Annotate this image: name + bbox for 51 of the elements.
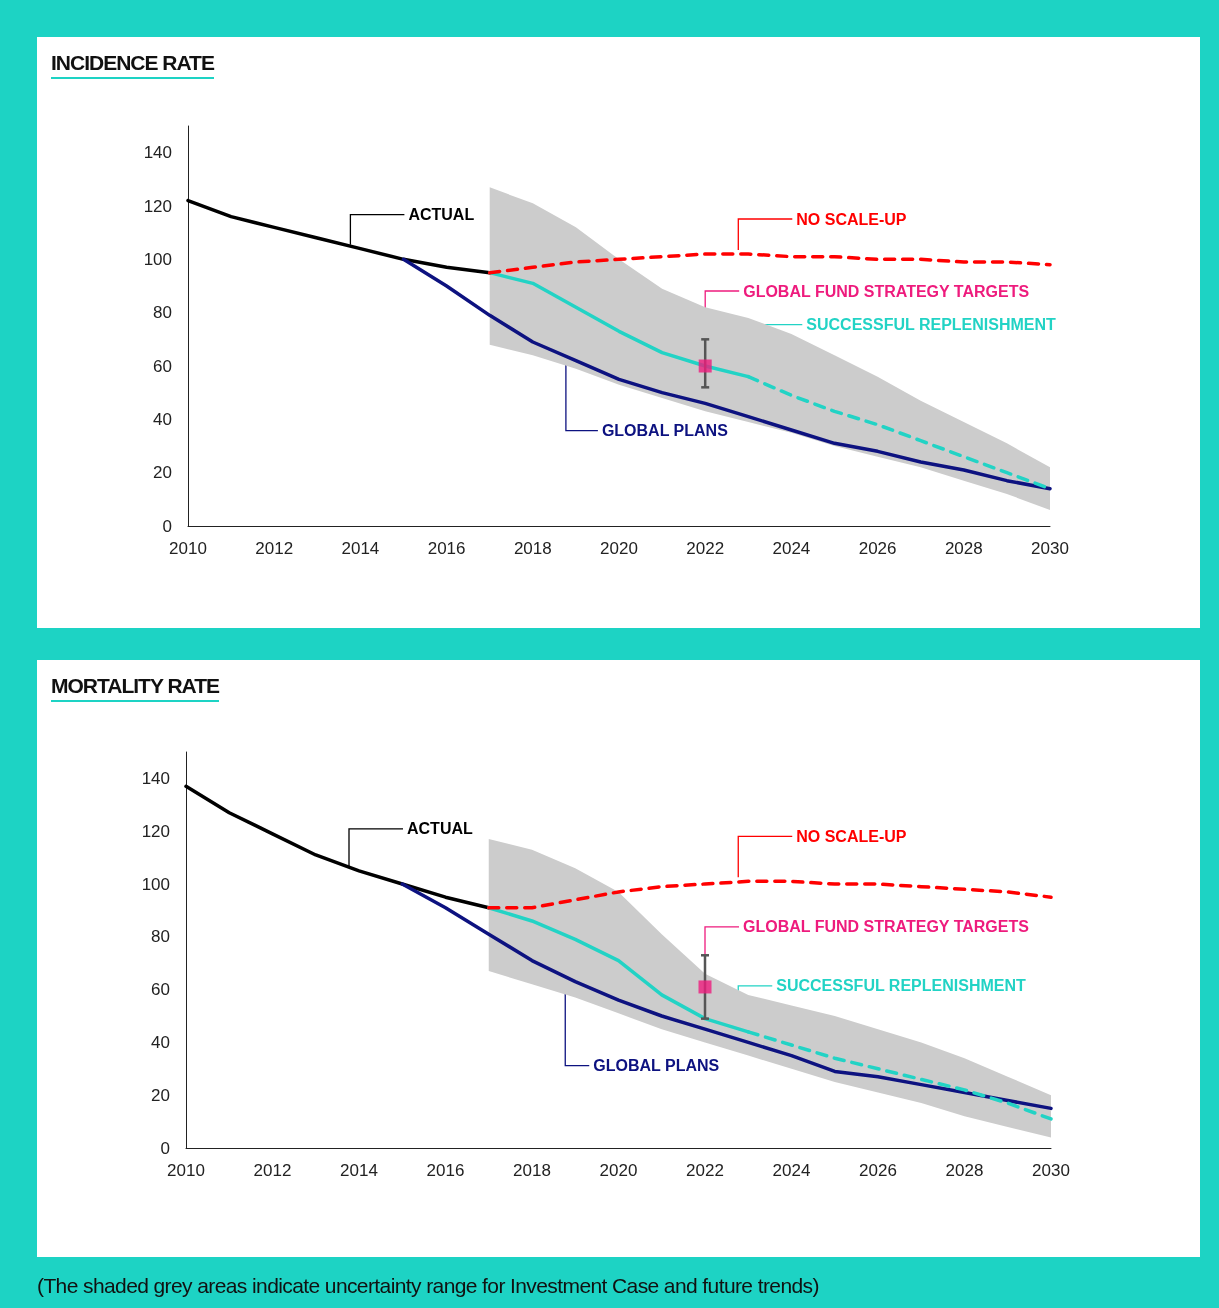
y-tick-label: 140	[141, 768, 170, 788]
x-tick-label: 2010	[169, 539, 207, 558]
y-tick-label: 20	[151, 1085, 170, 1105]
y-tick-label: 120	[141, 821, 170, 841]
series-label: GLOBAL PLANS	[601, 422, 729, 440]
x-tick-label: 2010	[167, 1161, 205, 1180]
text: ACTUAL	[408, 206, 475, 224]
y-tick-label: 0	[162, 516, 172, 536]
x-tick-label: 2024	[772, 1161, 811, 1180]
y-tick-label: 100	[143, 249, 172, 269]
text: SUCCESSFUL REPLENISHMENT	[806, 316, 1057, 334]
x-tick-label: 2028	[944, 539, 983, 558]
y-tick-label: 100	[141, 874, 170, 894]
x-tick-label: 2018	[513, 1161, 551, 1180]
series-label: GLOBAL PLANS	[593, 1057, 720, 1075]
x-tick-label: 2030	[1032, 1161, 1070, 1180]
y-tick-label: 80	[151, 927, 170, 947]
y-tick-label: 140	[143, 143, 172, 163]
x-tick-label: 2014	[340, 1161, 378, 1180]
x-tick-label: 2016	[426, 1161, 465, 1180]
text: GLOBAL FUND STRATEGY TARGETS	[743, 918, 1030, 936]
x-tick-label: 2020	[600, 539, 638, 558]
x-tick-label: 2012	[255, 539, 294, 558]
x-tick-label: 2020	[599, 1161, 638, 1180]
chart-title: MORTALITY RATE	[51, 674, 219, 702]
text: ACTUAL	[407, 820, 473, 838]
x-tick-label: 2026	[859, 1161, 897, 1180]
text: (The shaded grey areas indicate uncertainty range for Investment Case and future trends)	[37, 1274, 819, 1298]
x-tick-label: 2022	[686, 1161, 724, 1180]
y-tick-label: 60	[151, 980, 170, 1000]
y-tick-label: 80	[153, 303, 172, 323]
x-tick-label: 2028	[945, 1161, 984, 1180]
chart-title: INCIDENCE RATE	[51, 51, 214, 79]
text: NO SCALE-UP	[796, 827, 907, 845]
text: SUCCESSFUL REPLENISHMENT	[776, 977, 1026, 995]
y-tick-label: 40	[151, 1032, 170, 1052]
x-tick-label: 2024	[772, 539, 811, 558]
y-tick-label: 40	[153, 409, 172, 429]
y-tick-label: 120	[143, 196, 172, 216]
x-tick-label: 2014	[341, 539, 380, 558]
x-tick-label: 2026	[858, 539, 897, 558]
text: GLOBAL FUND STRATEGY TARGETS	[743, 282, 1030, 300]
y-tick-label: 20	[153, 463, 172, 483]
y-tick-label: 60	[153, 356, 172, 376]
x-tick-label: 2012	[253, 1161, 292, 1180]
x-tick-label: 2030	[1031, 539, 1069, 558]
x-tick-label: 2018	[513, 539, 552, 558]
series-label: NO SCALE-UP	[796, 210, 907, 228]
y-tick-label: 0	[160, 1138, 170, 1158]
x-tick-label: 2016	[427, 539, 466, 558]
x-tick-label: 2022	[686, 539, 725, 558]
